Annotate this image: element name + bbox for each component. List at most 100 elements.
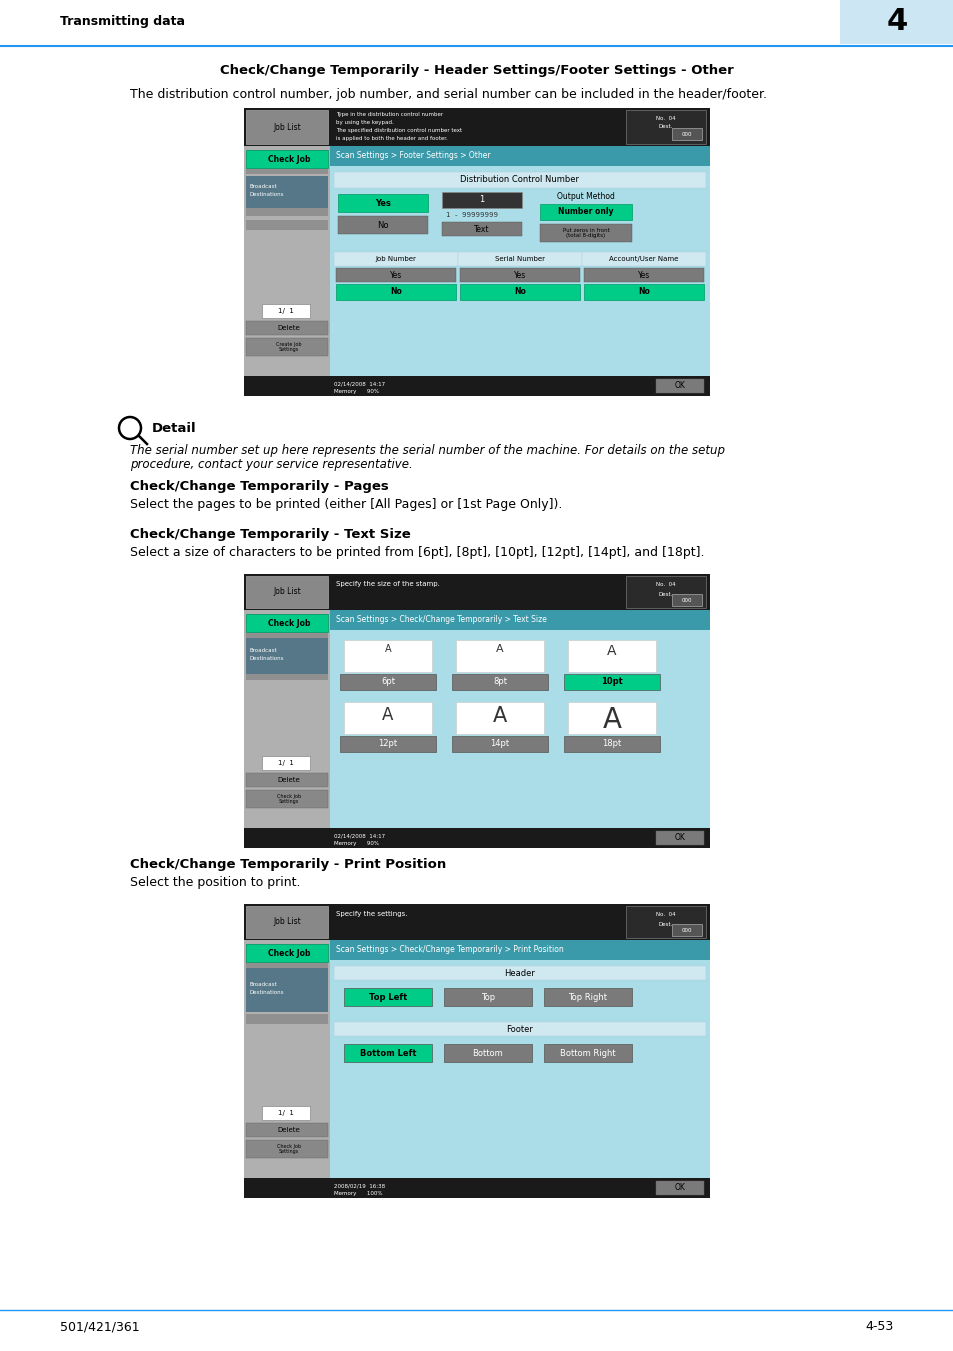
- Bar: [244, 574, 709, 611]
- Bar: [441, 222, 521, 236]
- Text: Memory      100%: Memory 100%: [334, 1192, 382, 1196]
- Bar: [330, 940, 709, 961]
- Text: Serial Number: Serial Number: [495, 255, 544, 262]
- Bar: [246, 150, 328, 159]
- Text: 02/14/2008  14:17: 02/14/2008 14:17: [334, 382, 385, 386]
- Text: 000: 000: [681, 131, 692, 136]
- Bar: [625, 907, 705, 938]
- Bar: [244, 1178, 709, 1198]
- Text: Check/Change Temporarily - Print Position: Check/Change Temporarily - Print Positio…: [130, 858, 446, 871]
- Text: Scan Settings > Check/Change Temporarily > Text Size: Scan Settings > Check/Change Temporarily…: [335, 616, 546, 624]
- Text: Top: Top: [480, 993, 495, 1001]
- Bar: [246, 205, 328, 216]
- Text: Delete: Delete: [277, 777, 300, 784]
- Text: Transmitting data: Transmitting data: [60, 15, 185, 28]
- Text: 1/  1: 1/ 1: [277, 1111, 294, 1116]
- Text: OK: OK: [674, 381, 684, 390]
- Bar: [334, 253, 457, 266]
- Bar: [246, 109, 328, 145]
- Bar: [583, 267, 703, 282]
- Text: 18pt: 18pt: [601, 739, 621, 748]
- Text: 501/421/361: 501/421/361: [60, 1320, 139, 1333]
- Bar: [244, 940, 330, 1178]
- Bar: [330, 611, 709, 828]
- Bar: [671, 594, 701, 607]
- Bar: [567, 640, 656, 671]
- Text: 000: 000: [681, 597, 692, 603]
- Text: A: A: [607, 644, 616, 658]
- Bar: [656, 831, 703, 844]
- Bar: [246, 576, 328, 608]
- Text: A: A: [496, 644, 503, 654]
- Text: Bottom Left: Bottom Left: [359, 1048, 416, 1058]
- Bar: [567, 703, 656, 734]
- Bar: [671, 128, 701, 141]
- Bar: [543, 988, 631, 1006]
- Text: Type in the distribution control number: Type in the distribution control number: [335, 112, 442, 118]
- Bar: [246, 192, 328, 203]
- Bar: [456, 640, 543, 671]
- Bar: [246, 322, 328, 335]
- Text: Yes: Yes: [638, 270, 649, 280]
- Text: 8pt: 8pt: [493, 677, 506, 686]
- Text: Footer: Footer: [506, 1024, 533, 1034]
- Text: Output Method: Output Method: [557, 192, 615, 201]
- Bar: [334, 172, 705, 188]
- Bar: [337, 216, 428, 234]
- Bar: [246, 969, 328, 1012]
- Bar: [246, 907, 328, 938]
- Text: Check/Change Temporarily - Header Settings/Footer Settings - Other: Check/Change Temporarily - Header Settin…: [220, 63, 733, 77]
- Text: 4-53: 4-53: [864, 1320, 893, 1333]
- Text: Destinations: Destinations: [250, 990, 284, 994]
- Text: Memory      90%: Memory 90%: [334, 389, 378, 394]
- Bar: [337, 195, 428, 212]
- Text: No.  04: No. 04: [656, 582, 675, 586]
- Bar: [246, 670, 328, 680]
- Bar: [625, 109, 705, 145]
- Bar: [262, 304, 310, 317]
- Text: by using the keypad.: by using the keypad.: [335, 120, 394, 126]
- Text: No.  04: No. 04: [656, 912, 675, 917]
- Text: Specify the size of the stamp.: Specify the size of the stamp.: [335, 581, 439, 586]
- Text: Broadcast: Broadcast: [250, 982, 277, 988]
- Text: No: No: [638, 288, 649, 296]
- Bar: [625, 576, 705, 608]
- Text: 02/14/2008  14:17: 02/14/2008 14:17: [334, 834, 385, 839]
- Bar: [671, 924, 701, 936]
- Text: Check Job
Settings: Check Job Settings: [276, 1143, 301, 1154]
- Bar: [840, 0, 953, 45]
- Text: Job Number: Job Number: [375, 255, 416, 262]
- Text: A: A: [602, 707, 620, 734]
- Text: 000: 000: [681, 928, 692, 932]
- Text: Memory      90%: Memory 90%: [334, 842, 378, 846]
- Bar: [656, 1181, 703, 1196]
- Bar: [539, 204, 631, 220]
- Bar: [246, 944, 328, 954]
- Text: Number only: Number only: [558, 208, 613, 216]
- Bar: [246, 638, 328, 674]
- Bar: [456, 703, 543, 734]
- Bar: [246, 628, 328, 638]
- Bar: [459, 267, 579, 282]
- Text: The specified distribution control number text: The specified distribution control numbe…: [335, 128, 461, 132]
- Text: Bottom Right: Bottom Right: [559, 1048, 616, 1058]
- Text: Check Job
Settings: Check Job Settings: [276, 793, 301, 804]
- Bar: [344, 988, 432, 1006]
- Text: 2008/02/19  16:38: 2008/02/19 16:38: [334, 1183, 385, 1189]
- Bar: [581, 253, 705, 266]
- Text: No.  04: No. 04: [656, 116, 675, 122]
- Bar: [244, 376, 709, 396]
- Bar: [452, 674, 547, 690]
- Bar: [339, 736, 436, 753]
- Text: 1/  1: 1/ 1: [277, 308, 294, 313]
- Text: Check Job: Check Job: [268, 948, 310, 958]
- Text: A: A: [493, 707, 507, 725]
- Bar: [246, 986, 328, 996]
- Text: Delete: Delete: [277, 1127, 300, 1133]
- Bar: [339, 674, 436, 690]
- Bar: [459, 284, 579, 300]
- Bar: [563, 736, 659, 753]
- Text: The distribution control number, job number, and serial number can be included i: The distribution control number, job num…: [130, 88, 766, 101]
- Text: No: No: [514, 288, 525, 296]
- Bar: [583, 284, 703, 300]
